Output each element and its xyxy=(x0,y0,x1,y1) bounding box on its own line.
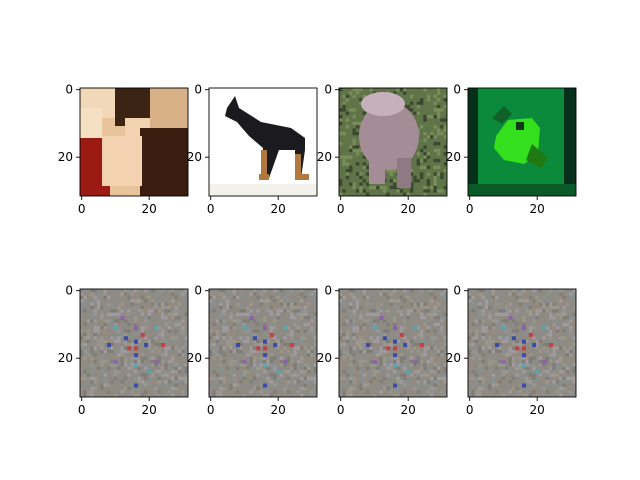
dog-photo-icon xyxy=(209,88,317,196)
axes-frame xyxy=(338,87,448,197)
y-tick-label: 0 xyxy=(324,284,332,298)
x-tick-label: 20 xyxy=(401,403,416,417)
y-tick-label: 20 xyxy=(446,351,461,365)
noise-pattern-icon xyxy=(468,289,576,397)
y-tick-label: 0 xyxy=(324,83,332,97)
axes-frame xyxy=(79,288,189,398)
image-panel-r1c0: 0 20 0 20 xyxy=(58,284,189,417)
x-tick-label: 20 xyxy=(271,403,286,417)
x-tick-label: 20 xyxy=(401,202,416,216)
image-panel-r1c3: 0 20 0 20 xyxy=(446,284,577,417)
x-tick-label: 20 xyxy=(530,403,545,417)
axes-frame xyxy=(467,87,577,197)
image-panel-r0c1: 0 20 0 20 xyxy=(187,83,318,216)
x-tick-label: 20 xyxy=(142,202,157,216)
image-panel-r0c3: 0 20 0 20 xyxy=(446,83,577,216)
y-tick-label: 20 xyxy=(446,150,461,164)
y-tick-label: 20 xyxy=(187,351,202,365)
noise-pattern-icon xyxy=(339,289,447,397)
frog-photo-icon xyxy=(468,88,576,196)
y-tick-label: 0 xyxy=(453,284,461,298)
person-photo-icon xyxy=(80,88,188,196)
x-tick-label: 0 xyxy=(337,403,345,417)
image-panel-r0c2: 0 20 0 20 xyxy=(317,83,448,216)
x-tick-label: 0 xyxy=(466,202,474,216)
x-tick-label: 0 xyxy=(466,403,474,417)
x-tick-label: 20 xyxy=(142,403,157,417)
y-tick-label: 0 xyxy=(194,83,202,97)
y-tick-label: 20 xyxy=(317,351,332,365)
x-tick-label: 0 xyxy=(337,202,345,216)
axes-frame xyxy=(338,288,448,398)
y-tick-label: 0 xyxy=(453,83,461,97)
y-tick-label: 20 xyxy=(58,351,73,365)
noise-pattern-icon xyxy=(80,289,188,397)
axes-frame xyxy=(208,288,318,398)
image-panel-r0c0: 0 20 0 20 xyxy=(58,83,189,216)
y-tick-label: 20 xyxy=(58,150,73,164)
noise-pattern-icon xyxy=(209,289,317,397)
y-tick-label: 20 xyxy=(317,150,332,164)
x-tick-label: 0 xyxy=(207,403,215,417)
y-tick-label: 20 xyxy=(187,150,202,164)
x-tick-label: 0 xyxy=(207,202,215,216)
y-tick-label: 0 xyxy=(194,284,202,298)
image-panel-r1c2: 0 20 0 20 xyxy=(317,284,448,417)
axes-frame xyxy=(208,87,318,197)
y-tick-label: 0 xyxy=(65,284,73,298)
x-tick-label: 20 xyxy=(530,202,545,216)
x-tick-label: 0 xyxy=(78,202,86,216)
x-tick-label: 20 xyxy=(271,202,286,216)
image-panel-r1c1: 0 20 0 20 xyxy=(187,284,318,417)
axes-frame xyxy=(79,87,189,197)
x-tick-label: 0 xyxy=(78,403,86,417)
animal-on-grass-photo-icon xyxy=(339,88,447,196)
axes-frame xyxy=(467,288,577,398)
y-tick-label: 0 xyxy=(65,83,73,97)
